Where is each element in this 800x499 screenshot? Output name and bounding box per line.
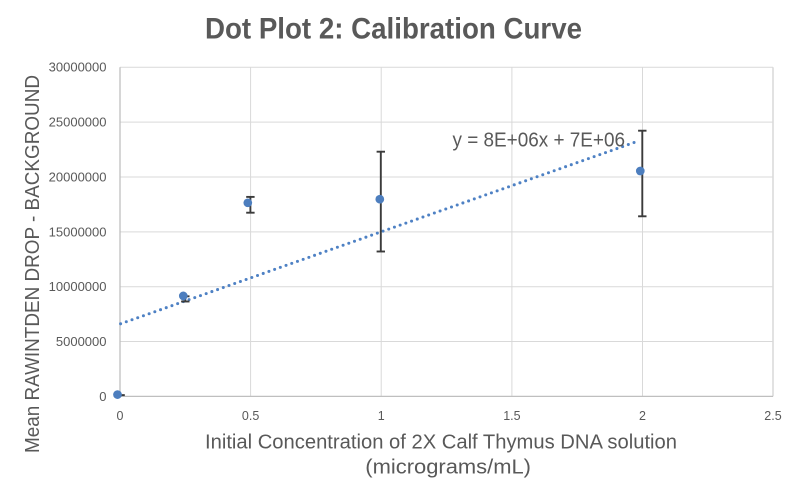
svg-text:0: 0 <box>117 409 124 423</box>
svg-text:Mean RAWINTDEN DROP - BACKGROU: Mean RAWINTDEN DROP - BACKGROUND <box>22 75 44 453</box>
svg-text:15000000: 15000000 <box>49 224 107 239</box>
svg-text:2: 2 <box>639 409 646 423</box>
svg-text:25000000: 25000000 <box>49 115 107 130</box>
svg-text:2.5: 2.5 <box>764 409 781 423</box>
svg-text:0: 0 <box>99 389 106 404</box>
svg-text:1.5: 1.5 <box>503 409 520 423</box>
svg-text:20000000: 20000000 <box>49 169 107 184</box>
svg-text:10000000: 10000000 <box>49 279 107 294</box>
svg-text:30000000: 30000000 <box>49 60 107 75</box>
svg-text:Dot Plot 2: Calibration Curve: Dot Plot 2: Calibration Curve <box>205 13 582 46</box>
svg-text:0.5: 0.5 <box>242 409 259 423</box>
svg-text:(micrograms/mL): (micrograms/mL) <box>365 457 531 479</box>
svg-text:5000000: 5000000 <box>56 334 107 349</box>
svg-text:y = 8E+06x + 7E+06: y = 8E+06x + 7E+06 <box>453 129 626 151</box>
svg-text:1: 1 <box>378 409 385 423</box>
svg-text:Initial Concentration of 2X Ca: Initial Concentration of 2X Calf Thymus … <box>205 432 677 454</box>
